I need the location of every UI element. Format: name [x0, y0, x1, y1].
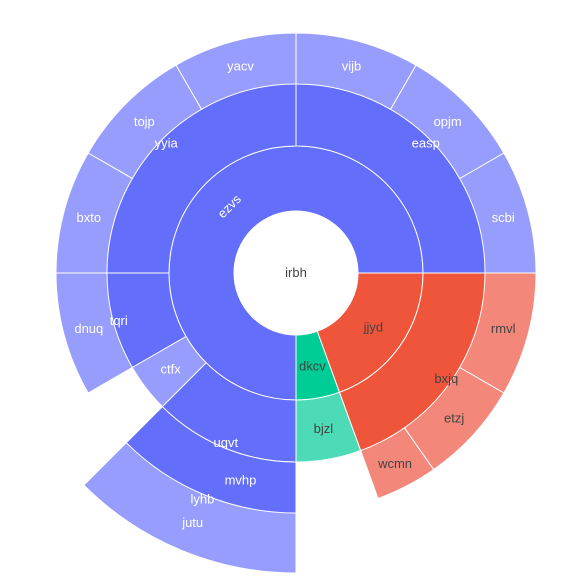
segment-bxto[interactable] [55, 152, 134, 274]
sunburst-segments [55, 32, 537, 574]
segment-yacv[interactable] [175, 32, 297, 111]
segment-jutu[interactable] [83, 441, 297, 574]
segment-ctfx[interactable] [131, 335, 207, 408]
segment-dnuq[interactable] [55, 272, 134, 394]
segment-vijb[interactable] [295, 32, 417, 111]
segment-tojp[interactable] [87, 64, 203, 180]
center-label: irbh [285, 265, 307, 280]
segment-bjzl[interactable] [295, 391, 362, 463]
segment-wcmn[interactable] [360, 427, 435, 500]
segment-opjm[interactable] [389, 64, 505, 180]
